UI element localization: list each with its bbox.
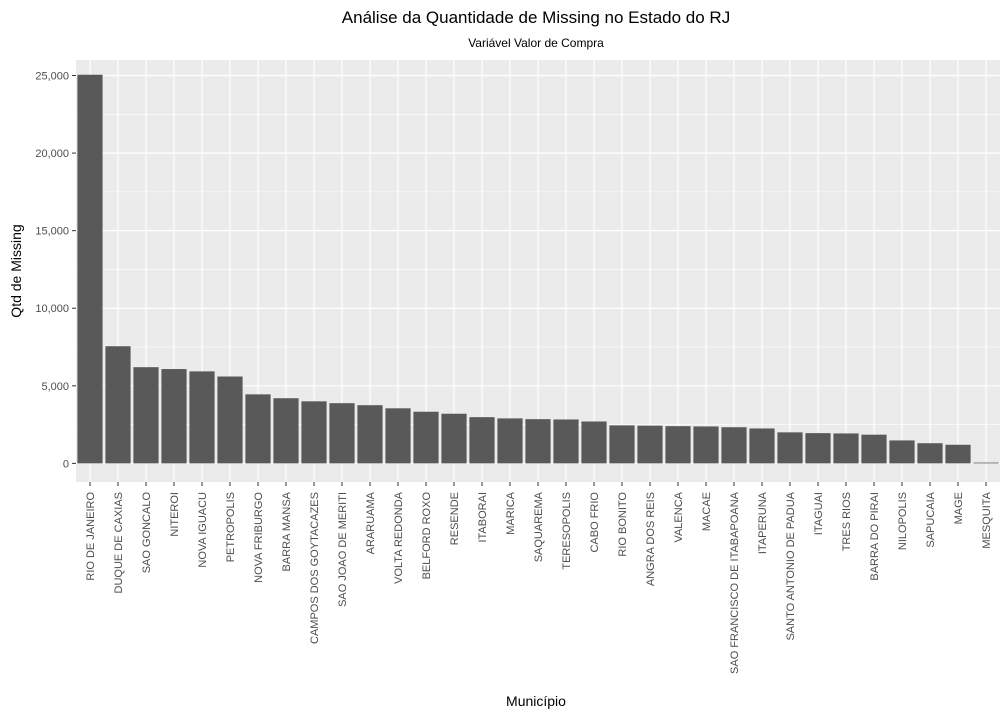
x-tick-label: VOLTA REDONDA [393, 491, 405, 584]
x-tick-label: NILOPOLIS [897, 492, 909, 550]
bar [497, 418, 523, 464]
x-tick-label: ITABORAI [477, 492, 489, 543]
bar [469, 417, 495, 464]
x-tick-label: SAO GONCALO [141, 492, 153, 574]
bar [693, 426, 719, 464]
x-tick-label: RIO DE JANEIRO [85, 492, 97, 581]
bar [133, 367, 159, 464]
bar [441, 413, 467, 464]
y-tick-label: 20,000 [35, 148, 69, 160]
bar [749, 428, 775, 464]
y-axis: 0 5,000 10,000 15,000 20,000 25,000 [35, 71, 76, 470]
y-tick-label: 25,000 [35, 71, 69, 83]
bar [105, 346, 131, 464]
chart-title: Análise da Quantidade de Missing no Esta… [342, 8, 730, 27]
x-tick-label: ANGRA DOS REIS [645, 492, 657, 586]
bar [189, 371, 215, 464]
x-tick-label: DUQUE DE CAXIAS [113, 492, 125, 593]
x-tick-label: SAO FRANCISCO DE ITABAPOANA [729, 491, 741, 674]
bar [609, 425, 635, 464]
x-tick-label: ITAPERUNA [757, 491, 769, 554]
y-tick-label: 15,000 [35, 226, 69, 238]
bar [637, 425, 663, 464]
bar [161, 369, 187, 464]
chart-subtitle: Variável Valor de Compra [468, 36, 604, 50]
y-axis-title: Qtd de Missing [8, 224, 24, 317]
x-tick-label: NITEROI [169, 492, 181, 537]
bar [77, 74, 103, 464]
x-tick-label: CAMPOS DOS GOYTACAZES [309, 492, 321, 644]
x-tick-label: MAGE [953, 492, 965, 524]
x-tick-label: ITAGUAI [813, 492, 825, 535]
x-tick-label: MACAE [701, 492, 713, 531]
bar [217, 376, 243, 464]
bar [385, 408, 411, 464]
bar [301, 401, 327, 464]
bar [805, 433, 831, 464]
x-tick-label: MESQUITA [981, 491, 993, 548]
x-tick-label: ARARUAMA [365, 491, 377, 554]
x-tick-label: BARRA DO PIRAI [869, 492, 881, 581]
bar [945, 444, 971, 464]
x-tick-label: BARRA MANSA [281, 491, 293, 571]
bar [917, 443, 943, 464]
x-tick-label: TRES RIOS [841, 492, 853, 551]
bar [973, 462, 999, 464]
x-tick-label: NOVA FRIBURGO [253, 492, 265, 583]
x-tick-label: RESENDE [449, 492, 461, 545]
bars [77, 74, 999, 464]
bar [861, 434, 887, 464]
x-axis-title: Município [506, 693, 566, 709]
x-tick-label: TERESOPOLIS [561, 492, 573, 570]
y-tick-label: 10,000 [35, 303, 69, 315]
bar [889, 440, 915, 464]
bar [581, 421, 607, 464]
y-tick-label: 5,000 [41, 381, 69, 393]
x-axis: RIO DE JANEIRO DUQUE DE CAXIAS SAO GONCALO… [85, 482, 993, 674]
x-tick-label: VALENCA [673, 491, 685, 542]
x-tick-label: SANTO ANTONIO DE PADUA [785, 491, 797, 640]
bar [329, 403, 355, 464]
bar [553, 419, 579, 464]
bar [777, 432, 803, 464]
x-tick-label: SAO JOAO DE MERITI [337, 492, 349, 607]
x-tick-label: MARICA [505, 491, 517, 534]
bar [525, 419, 551, 464]
bar [413, 411, 439, 464]
y-tick-label: 0 [63, 458, 69, 470]
x-tick-label: NOVA IGUACU [197, 492, 209, 568]
x-tick-label: BELFORD ROXO [421, 492, 433, 580]
bar [665, 426, 691, 464]
x-tick-label: SAQUAREMA [533, 491, 545, 562]
x-tick-label: RIO BONITO [617, 492, 629, 557]
bar [245, 394, 271, 464]
x-tick-label: PETROPOLIS [225, 492, 237, 562]
bar [833, 433, 859, 464]
x-tick-label: SAPUCAIA [925, 491, 937, 547]
x-tick-label: CABO FRIO [589, 492, 601, 553]
bar [273, 398, 299, 464]
bar [721, 427, 747, 464]
bar [357, 405, 383, 464]
